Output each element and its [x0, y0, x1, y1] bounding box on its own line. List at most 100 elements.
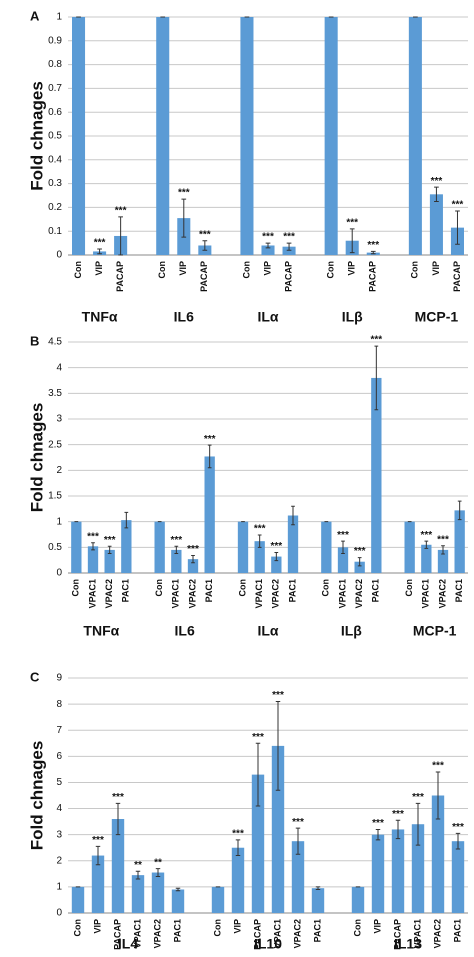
y-tick-label: 3.5 — [48, 388, 62, 399]
bar — [87, 546, 99, 573]
significance-label: *** — [412, 792, 424, 803]
group-label: MCP-1 — [415, 309, 459, 325]
group-label: IL4 — [118, 936, 138, 952]
y-tick-label: 4 — [56, 362, 62, 373]
y-tick-label: 1 — [56, 882, 62, 893]
significance-label: *** — [354, 546, 366, 557]
bar — [454, 510, 465, 573]
error-bar — [357, 557, 362, 567]
x-tick-label: VIP — [232, 919, 242, 934]
significance-label: *** — [204, 434, 216, 445]
significance-label: *** — [337, 530, 349, 541]
bar — [451, 841, 465, 913]
error-bar — [274, 551, 279, 562]
y-tick-label: 5 — [56, 777, 62, 788]
y-tick-label: 0.5 — [48, 542, 62, 553]
group-label: IL6 — [174, 309, 194, 325]
y-tick-label: 4.5 — [48, 337, 62, 348]
bar — [421, 544, 432, 573]
significance-label: *** — [372, 818, 384, 829]
panel-label: A — [30, 8, 40, 23]
x-tick-label: VPAC2 — [437, 579, 447, 608]
x-tick-label: VPAC2 — [152, 919, 162, 948]
x-tick-label: VIP — [262, 261, 272, 276]
significance-label: *** — [432, 761, 444, 772]
x-tick-label: VPAC1 — [412, 919, 422, 948]
x-tick-label: VPAC1 — [254, 579, 264, 608]
x-tick-label: VIP — [431, 261, 441, 276]
bar — [371, 377, 382, 573]
bar — [282, 246, 296, 255]
x-tick-label: PAC1 — [454, 579, 464, 602]
error-bar — [424, 540, 429, 549]
x-tick-label: PACAP — [112, 919, 122, 950]
error-bar — [191, 555, 195, 564]
group-label: ILα — [257, 309, 278, 325]
error-bar — [207, 444, 212, 469]
group-label: IL6 — [175, 623, 195, 639]
group-label: TNFα — [82, 309, 118, 325]
x-tick-label: PACAP — [115, 261, 125, 292]
x-tick-label: PAC1 — [371, 579, 381, 602]
x-tick-label: Con — [352, 919, 362, 937]
x-tick-label: VPAC2 — [292, 919, 302, 948]
significance-label: *** — [252, 732, 264, 743]
significance-label: *** — [87, 531, 99, 542]
error-bar — [174, 545, 179, 554]
x-tick-label: Con — [326, 261, 336, 279]
x-tick-label: Con — [404, 579, 414, 597]
y-tick-label: 0 — [56, 250, 62, 261]
bar — [337, 547, 349, 573]
bar — [211, 886, 225, 913]
y-tick-label: 3 — [56, 414, 62, 425]
significance-label: *** — [232, 829, 244, 840]
x-tick-label: VPAC1 — [421, 579, 431, 608]
bar — [371, 834, 385, 913]
x-tick-label: Con — [212, 919, 222, 937]
x-tick-label: PAC1 — [452, 919, 462, 942]
bar — [408, 17, 422, 255]
bar — [251, 774, 265, 913]
error-bar — [434, 186, 439, 202]
significance-label: *** — [283, 232, 295, 243]
error-bar — [374, 345, 379, 411]
error-bar — [455, 210, 460, 245]
error-bar — [435, 771, 441, 820]
x-tick-label: Con — [237, 579, 247, 597]
y-tick-label: 0.8 — [48, 59, 62, 70]
x-tick-label: VPAC2 — [187, 579, 197, 608]
x-tick-label: Con — [73, 261, 83, 279]
error-bar — [202, 240, 208, 251]
significance-label: *** — [170, 535, 182, 546]
bar — [291, 841, 305, 913]
bar — [72, 17, 86, 255]
group-label: TNFα — [83, 623, 119, 639]
bar — [287, 515, 299, 573]
bar — [154, 521, 165, 573]
error-bar — [441, 545, 445, 555]
error-bar — [255, 742, 261, 807]
bar — [261, 245, 275, 255]
x-tick-label: VIP — [347, 261, 357, 276]
x-tick-label: VIP — [92, 919, 102, 934]
significance-label: *** — [270, 541, 282, 552]
error-bar — [370, 250, 376, 255]
error-bar — [107, 545, 112, 554]
significance-label: *** — [262, 232, 274, 243]
error-bar — [95, 845, 101, 866]
y-axis-label: Fold chnages — [27, 741, 46, 851]
x-tick-label: Con — [321, 579, 331, 597]
y-tick-label: 8 — [56, 699, 62, 710]
y-tick-label: 0.9 — [48, 35, 62, 46]
x-tick-label: PACAP — [283, 261, 293, 292]
significance-label: *** — [431, 176, 443, 187]
bar — [321, 521, 332, 573]
error-bar — [155, 868, 161, 877]
significance-label: ** — [134, 860, 142, 871]
bar — [121, 520, 132, 573]
group-label: ILβ — [341, 623, 362, 639]
x-tick-label: PAC1 — [312, 919, 322, 942]
error-bar — [341, 540, 345, 554]
error-bar — [135, 870, 141, 880]
